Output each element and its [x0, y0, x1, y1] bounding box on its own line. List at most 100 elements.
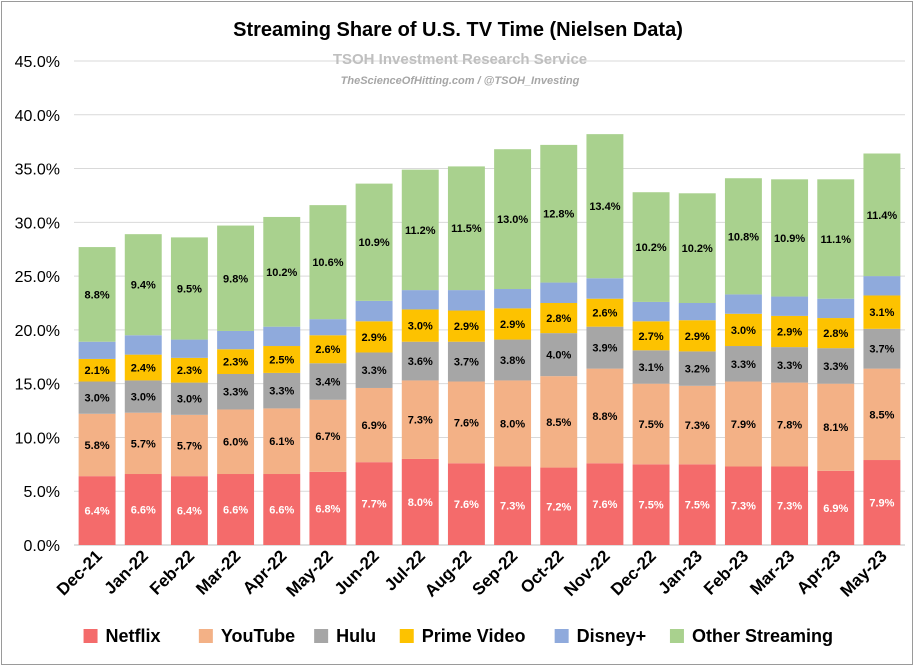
- x-tick-label: Feb-22: [146, 546, 198, 598]
- bar-segment: [124, 354, 162, 381]
- y-tick-label: 35.0%: [15, 162, 60, 179]
- bar-segment: [217, 330, 255, 350]
- bar-segment: [863, 276, 901, 296]
- x-tick-label: Dec-22: [607, 546, 660, 599]
- bar-segment: [724, 178, 762, 295]
- data-label: 6.8%: [315, 503, 340, 515]
- bar-segment: [170, 476, 208, 545]
- data-label: 2.9%: [362, 332, 387, 344]
- legend-label: Hulu: [336, 626, 376, 646]
- bar-segment: [586, 463, 624, 545]
- bar-segment: [401, 380, 439, 459]
- bar-segment: [863, 295, 901, 329]
- data-label: 10.9%: [358, 237, 389, 249]
- bar-segment: [309, 363, 347, 400]
- bar-segment: [124, 474, 162, 545]
- data-label: 9.5%: [177, 283, 202, 295]
- x-tick-label: Aug-22: [421, 546, 475, 600]
- bar-segment: [263, 474, 301, 545]
- data-label: 6.9%: [823, 503, 848, 515]
- bar-segment: [817, 298, 855, 319]
- data-label: 6.6%: [131, 505, 156, 517]
- data-label: 5.7%: [177, 441, 202, 453]
- bar-segment: [401, 169, 439, 291]
- bar-segment: [817, 318, 855, 349]
- data-label: 5.8%: [85, 440, 110, 452]
- data-label: 3.3%: [223, 387, 248, 399]
- bar-segment: [217, 373, 255, 410]
- data-label: 2.3%: [223, 357, 248, 369]
- bar-segment: [724, 466, 762, 545]
- bar-segment: [632, 350, 670, 384]
- x-tick-label: May-22: [283, 546, 337, 600]
- chart-title: Streaming Share of U.S. TV Time (Nielsen…: [233, 19, 683, 41]
- data-label: 6.1%: [269, 436, 294, 448]
- data-label: 6.7%: [315, 431, 340, 443]
- bar-segment: [447, 290, 485, 311]
- bar-segment: [309, 319, 347, 336]
- bar-segment: [724, 346, 762, 382]
- bar-segment: [586, 278, 624, 299]
- bar-segment: [817, 179, 855, 299]
- bar-segment: [494, 339, 532, 381]
- y-tick-label: 45.0%: [15, 54, 60, 71]
- y-tick-label: 25.0%: [15, 269, 60, 286]
- data-label: 3.3%: [362, 365, 387, 377]
- bar-segment: [263, 326, 301, 347]
- data-label: 10.2%: [635, 242, 666, 254]
- data-label: 2.9%: [777, 327, 802, 339]
- legend-swatch: [399, 629, 414, 643]
- bar-segment: [78, 476, 116, 545]
- bar-segment: [309, 399, 347, 472]
- data-label: 7.8%: [777, 420, 802, 432]
- data-label: 3.4%: [315, 377, 340, 389]
- bar-segment: [447, 463, 485, 545]
- bar-segment: [586, 134, 624, 279]
- data-label: 7.3%: [731, 501, 756, 513]
- bar-segment: [124, 380, 162, 413]
- x-tick-label: Feb-23: [700, 546, 752, 598]
- data-label: 8.8%: [85, 289, 110, 301]
- bar-segment: [540, 282, 578, 303]
- data-label: 11.1%: [820, 234, 851, 246]
- bar-segment: [494, 466, 532, 545]
- data-label: 2.6%: [592, 308, 617, 320]
- bar-segment: [78, 341, 116, 359]
- bar-segment: [540, 303, 578, 334]
- bar-segment: [355, 300, 393, 322]
- bar-segment: [817, 383, 855, 471]
- bar-segment: [678, 193, 716, 303]
- data-label: 2.9%: [454, 321, 479, 333]
- y-axis: 0.0% 5.0% 10.0% 15.0% 20.0% 25.0% 30.0% 35.0% 40…: [15, 54, 60, 555]
- bar-segment: [447, 310, 485, 342]
- data-label: 2.8%: [546, 313, 571, 325]
- bars: [78, 134, 901, 545]
- bar-segment: [355, 462, 393, 545]
- bar-segment: [771, 296, 809, 316]
- data-label: 6.0%: [223, 437, 248, 449]
- legend-swatch: [669, 629, 684, 643]
- y-tick-label: 40.0%: [15, 108, 60, 125]
- bar-segment: [586, 326, 624, 369]
- x-tick-label: Oct-22: [517, 546, 568, 597]
- bar-segment: [540, 376, 578, 468]
- bar-segment: [863, 328, 901, 369]
- legend-swatch: [314, 629, 329, 643]
- data-label: 10.2%: [266, 267, 297, 279]
- data-label: 7.6%: [454, 499, 479, 511]
- x-tick-label: May-23: [837, 546, 891, 600]
- y-tick-label: 5.0%: [24, 484, 60, 501]
- bar-segment: [170, 357, 208, 383]
- bar-segment: [540, 467, 578, 545]
- x-tick-label: Mar-22: [192, 546, 244, 598]
- data-label: 13.0%: [497, 214, 528, 226]
- data-label: 3.6%: [408, 356, 433, 368]
- bar-segment: [309, 471, 347, 545]
- data-label: 8.0%: [500, 418, 525, 430]
- bar-segment: [494, 380, 532, 467]
- bar-segment: [217, 225, 255, 331]
- data-label: 9.8%: [223, 273, 248, 285]
- bar-segment: [447, 381, 485, 464]
- data-labels: 6.4% 5.8% 3.0% 2.1% 8.8% 6.6% 5.7% 3.0% 2.4% 9.4%…: [85, 201, 898, 517]
- bar-segment: [678, 303, 716, 321]
